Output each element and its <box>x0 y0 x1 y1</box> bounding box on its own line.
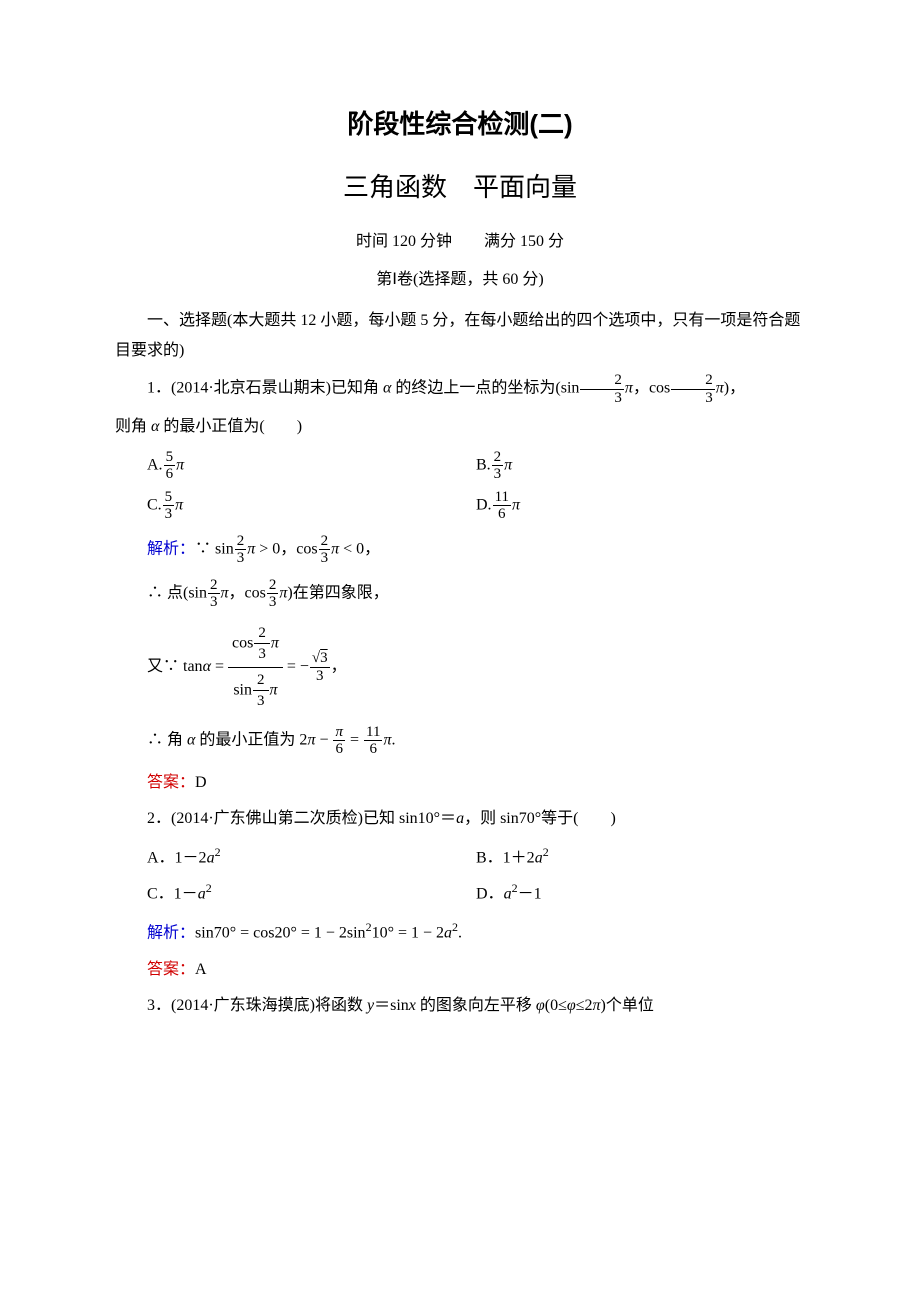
title-sub: 三角函数 平面向量 <box>115 163 805 212</box>
q2-optB: B．1＋2a2 <box>476 841 805 874</box>
frac-2-3: 23 <box>580 372 624 406</box>
q1-stem-line1: 1．(2014·北京石景山期末)已知角 α 的终边上一点的坐标为(sin23π，… <box>115 372 805 406</box>
sol-label: 解析： <box>147 540 195 557</box>
frac-2-3: 23 <box>671 372 715 406</box>
pi: π <box>625 380 633 397</box>
q1-sol-l1: 解析：∵ sin23π > 0，cos23π < 0， <box>115 533 805 567</box>
q1-optC: C.53π <box>147 489 476 523</box>
q2-optD: D．a2－1 <box>476 877 805 910</box>
q1-optD: D.116π <box>476 489 805 523</box>
text: )， <box>724 380 745 397</box>
pi: π <box>716 380 724 397</box>
ans-label: 答案： <box>147 774 195 791</box>
q2-optA: A．1－2a2 <box>147 841 476 874</box>
text: 1．(2014·北京石景山期末)已知角 <box>147 380 383 397</box>
q1-options: A.56π B.23π C.53π D.116π <box>115 449 805 523</box>
q1-answer: 答案：D <box>115 768 805 798</box>
q1-optB: B.23π <box>476 449 805 483</box>
q2-sol: 解析：sin70° = cos20° = 1 − 2sin210° = 1 − … <box>115 916 805 949</box>
section1-intro: 一、选择题(本大题共 12 小题，每小题 5 分，在每小题给出的四个选项中，只有… <box>115 306 805 367</box>
q1-sol-l4: ∴ 角 α 的最小正值为 2π − π6 = 116π. <box>115 724 805 758</box>
q1-stem-line2: 则角 α 的最小正值为( ) <box>115 412 805 442</box>
ans-value: D <box>195 774 207 791</box>
q3-stem: 3．(2014·广东珠海摸底)将函数 y＝sinx 的图象向左平移 φ(0≤φ≤… <box>115 991 805 1021</box>
text: 的最小正值为( ) <box>159 418 302 435</box>
big-frac: cos23π sin23π <box>228 621 283 714</box>
title-main: 阶段性综合检测(二) <box>115 100 805 149</box>
section-line: 第Ⅰ卷(选择题，共 60 分) <box>115 265 805 295</box>
q2-options: A．1－2a2 B．1＋2a2 C．1－a2 D．a2－1 <box>115 841 805 910</box>
q1-sol-l2: ∴ 点(sin23π，cos23π)在第四象限， <box>115 577 805 611</box>
q2-stem: 2．(2014·广东佛山第二次质检)已知 sin10°＝a，则 sin70°等于… <box>115 804 805 834</box>
q2-answer: 答案：A <box>115 955 805 985</box>
q1-optA: A.56π <box>147 449 476 483</box>
text: ，cos <box>633 380 670 397</box>
text: 则角 <box>115 418 151 435</box>
q2-optC: C．1－a2 <box>147 877 476 910</box>
q1-sol-l3: 又∵ tanα = cos23π sin23π = −√33， <box>115 621 805 714</box>
text: 的终边上一点的坐标为(sin <box>391 380 579 397</box>
info-line: 时间 120 分钟 满分 150 分 <box>115 227 805 257</box>
